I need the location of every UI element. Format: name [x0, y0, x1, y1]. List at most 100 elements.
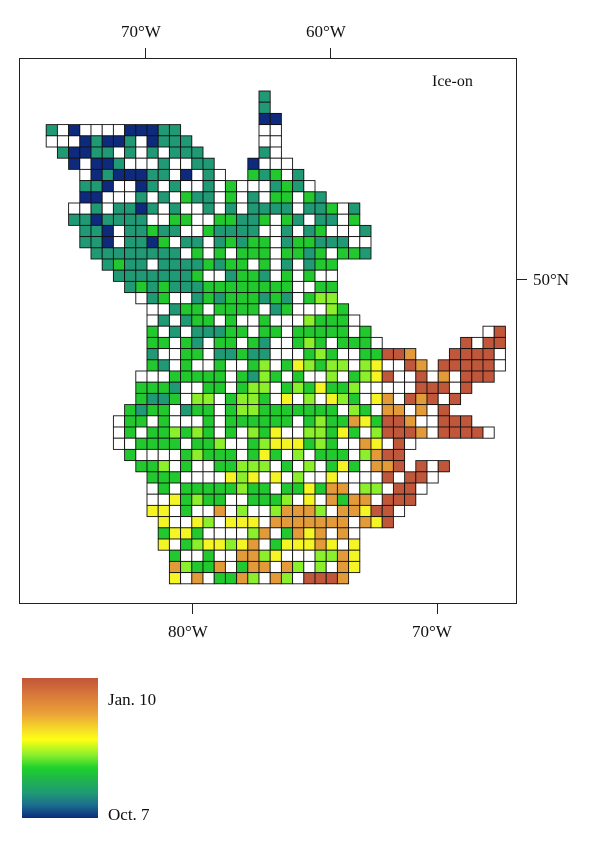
grid-cell: [124, 448, 137, 462]
grid-cell: [370, 348, 383, 361]
grid-cell: [247, 325, 260, 338]
grid-cell: [124, 404, 137, 417]
grid-cell: [168, 516, 182, 529]
grid-cell: [68, 146, 81, 159]
grid-cell: [280, 549, 294, 562]
grid-cell: [258, 292, 271, 305]
map-grid: [45, 90, 506, 585]
grid-cell: [202, 180, 215, 193]
grid-cell: [224, 471, 238, 484]
grid-cell: [258, 482, 271, 495]
grid-cell: [314, 527, 327, 540]
grid-cell: [269, 146, 282, 159]
grid-cell: [213, 325, 226, 338]
grid-cell: [336, 325, 350, 338]
grid-cell: [437, 404, 450, 417]
grid-cell: [258, 314, 271, 327]
grid-cell: [236, 180, 249, 193]
grid-cell: [56, 124, 70, 137]
grid-cell: [482, 370, 495, 383]
grid-cell: [258, 516, 271, 529]
grid-cell: [292, 404, 305, 417]
grid-cell: [180, 493, 193, 506]
grid-cell: [236, 280, 249, 294]
grid-cell: [359, 348, 372, 361]
grid-cell: [336, 482, 350, 495]
grid-cell: [224, 325, 238, 338]
grid-cell: [180, 348, 193, 361]
grid-cell: [191, 314, 204, 327]
grid-cell: [213, 527, 226, 540]
grid-cell: [325, 247, 338, 260]
grid-cell: [146, 325, 159, 338]
grid-cell: [359, 471, 372, 484]
grid-cell: [202, 202, 215, 215]
grid-cell: [191, 460, 204, 473]
grid-cell: [168, 359, 182, 372]
grid-cell: [280, 269, 294, 282]
grid-cell: [269, 314, 282, 327]
grid-cell: [112, 168, 126, 182]
grid-cell: [292, 314, 305, 327]
grid-cell: [381, 404, 394, 417]
grid-cell: [448, 348, 462, 361]
grid-cell: [168, 549, 182, 562]
grid-cell: [247, 549, 260, 562]
grid-cell: [135, 437, 148, 450]
grid-cell: [168, 404, 182, 417]
grid-cell: [348, 348, 361, 361]
grid-cell: [325, 269, 338, 282]
grid-cell: [191, 415, 204, 428]
grid-cell: [292, 258, 305, 271]
grid-cell: [269, 292, 282, 305]
grid-cell: [202, 258, 215, 271]
grid-cell: [471, 370, 484, 383]
grid-cell: [124, 247, 137, 260]
grid-cell: [191, 516, 204, 529]
grid-cell: [325, 404, 338, 417]
grid-cell: [236, 336, 249, 350]
grid-cell: [146, 482, 159, 495]
grid-cell: [224, 236, 238, 249]
grid-cell: [191, 493, 204, 506]
grid-cell: [168, 269, 182, 282]
grid-cell: [280, 527, 294, 540]
grid-cell: [303, 437, 316, 450]
grid-cell: [303, 460, 316, 473]
grid-cell: [258, 572, 271, 585]
grid-cell: [157, 247, 170, 260]
grid-cell: [348, 202, 361, 215]
grid-cell: [146, 247, 159, 260]
grid-cell: [348, 314, 361, 327]
grid-cell: [236, 471, 249, 484]
grid-cell: [314, 392, 327, 406]
grid-cell: [157, 516, 170, 529]
grid-cell: [202, 504, 215, 518]
grid-cell: [359, 437, 372, 450]
grid-cell: [45, 124, 58, 137]
grid-cell: [213, 504, 226, 518]
grid-cell: [381, 516, 394, 529]
grid-cell: [191, 381, 204, 394]
grid-cell: [370, 359, 383, 372]
grid-cell: [370, 404, 383, 417]
grid-cell: [258, 112, 271, 126]
grid-cell: [180, 392, 193, 406]
grid-cell: [314, 236, 327, 249]
grid-cell: [180, 146, 193, 159]
grid-cell: [303, 392, 316, 406]
grid-cell: [180, 516, 193, 529]
grid-cell: [236, 527, 249, 540]
grid-cell: [314, 303, 327, 316]
grid-cell: [135, 258, 148, 271]
grid-cell: [359, 426, 372, 439]
grid-cell: [202, 549, 215, 562]
grid-cell: [247, 191, 260, 204]
grid-cell: [202, 471, 215, 484]
grid-cell: [112, 135, 126, 148]
grid-cell: [426, 426, 439, 439]
grid-cell: [314, 359, 327, 372]
grid-cell: [292, 202, 305, 215]
grid-cell: [359, 493, 372, 506]
legend-color-bar: [22, 678, 98, 818]
